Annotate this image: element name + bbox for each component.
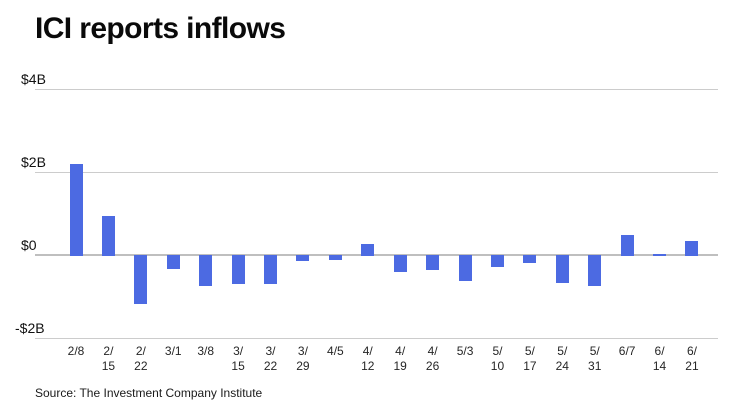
bar bbox=[393, 255, 407, 273]
x-axis-tick-label: 4/ 19 bbox=[393, 344, 407, 373]
x-axis-tick-label: 5/ 31 bbox=[588, 344, 602, 373]
x-axis-tick-label: 3/1 bbox=[164, 344, 182, 358]
y-axis-tick-label: -$2B bbox=[15, 319, 45, 336]
x-axis-tick-label: 6/7 bbox=[618, 344, 636, 358]
x-axis-tick-label: 2/ 15 bbox=[101, 344, 116, 373]
bar bbox=[296, 255, 310, 262]
bar bbox=[426, 255, 440, 270]
bar bbox=[264, 255, 278, 284]
x-axis-tick-label: 6/ 21 bbox=[685, 344, 699, 373]
x-axis-tick-label: 5/ 10 bbox=[490, 344, 505, 373]
x-axis-tick-label: 3/ 22 bbox=[263, 344, 278, 373]
bar bbox=[166, 255, 180, 270]
y-axis-tick-label: $0 bbox=[21, 237, 37, 253]
gridline bbox=[35, 337, 718, 339]
x-axis-tick-label: 3/8 bbox=[197, 344, 215, 358]
bar bbox=[361, 243, 375, 256]
bar bbox=[653, 254, 667, 256]
x-axis-tick-label: 4/ 26 bbox=[425, 344, 440, 373]
bar bbox=[490, 255, 504, 268]
y-axis-tick-label: $2B bbox=[21, 154, 46, 171]
bar bbox=[231, 255, 245, 284]
bar bbox=[199, 255, 213, 286]
gridline bbox=[35, 89, 718, 91]
chart-title: ICI reports inflows bbox=[35, 12, 286, 45]
x-axis-tick-label: 4/ 12 bbox=[361, 344, 375, 373]
x-axis-tick-label: 3/ 29 bbox=[296, 344, 310, 373]
x-axis-tick-label: 2/8 bbox=[67, 344, 85, 358]
gridline bbox=[35, 172, 718, 174]
bar bbox=[685, 240, 699, 256]
bar bbox=[588, 255, 602, 287]
bar bbox=[101, 216, 115, 256]
bar bbox=[458, 255, 472, 281]
y-axis-tick-label: $4B bbox=[21, 71, 46, 88]
x-axis-tick-label: 6/ 14 bbox=[652, 344, 667, 373]
bar bbox=[523, 255, 537, 264]
bar bbox=[555, 255, 569, 284]
x-axis-tick-label: 2/ 22 bbox=[134, 344, 148, 373]
bar bbox=[328, 255, 342, 261]
bar bbox=[69, 163, 83, 256]
x-axis-tick-label: 5/ 17 bbox=[523, 344, 537, 373]
x-axis-tick-label: 5/ 24 bbox=[555, 344, 569, 373]
x-axis-tick-label: 5/3 bbox=[456, 344, 474, 358]
zero-axis-line bbox=[35, 254, 718, 256]
source-note: Source: The Investment Company Institute bbox=[35, 386, 263, 400]
x-axis-tick-label: 4/5 bbox=[327, 344, 344, 358]
x-axis-tick-label: 3/ 15 bbox=[231, 344, 245, 373]
bar bbox=[134, 255, 148, 304]
bar bbox=[620, 235, 634, 256]
